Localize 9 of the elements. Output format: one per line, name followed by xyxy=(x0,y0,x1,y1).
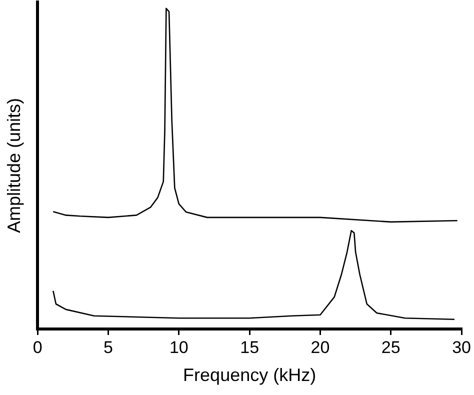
x-tick-label: 15 xyxy=(240,338,260,357)
x-tick-label: 10 xyxy=(169,338,188,357)
x-tick-label: 25 xyxy=(381,338,400,357)
x-tick-label: 30 xyxy=(452,338,472,357)
x-tick-label: 5 xyxy=(104,338,113,357)
x-axis-title: Frequency (kHz) xyxy=(183,365,316,386)
y-axis-title: Amplitude (units) xyxy=(4,98,24,234)
x-tick-label: 20 xyxy=(310,338,330,357)
x-tick-label: 0 xyxy=(32,338,42,357)
